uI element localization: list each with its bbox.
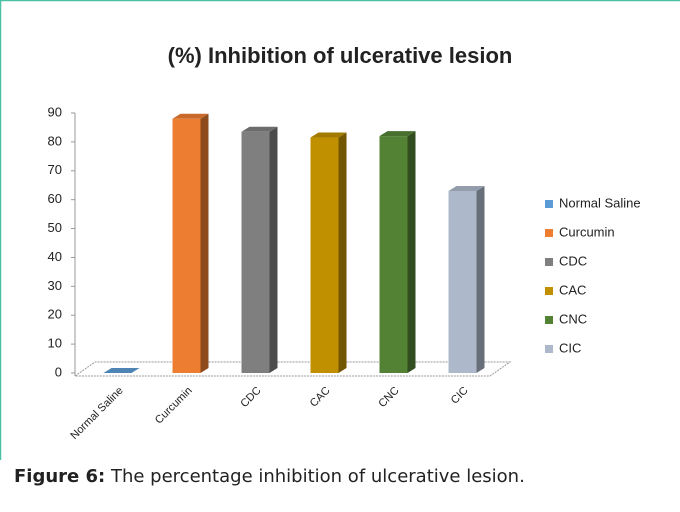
bar-face: [379, 131, 416, 137]
y-tick-label: 70: [48, 162, 62, 177]
bar: [448, 186, 485, 373]
y-tick-label: 10: [48, 336, 62, 351]
bar-face: [310, 132, 347, 138]
chart: (%) Inhibition of ulcerative lesion 0 10 2…: [0, 0, 680, 472]
y-tick-label: 80: [48, 133, 62, 148]
bar: [310, 132, 347, 373]
bar-face: [407, 131, 416, 373]
legend-label: Normal Saline: [559, 195, 641, 210]
bar: [379, 131, 416, 373]
bar: [172, 113, 209, 374]
legend-swatch: [545, 345, 553, 353]
bar-front: [241, 131, 270, 373]
bar-front: [310, 137, 339, 373]
y-tick-label: 30: [48, 278, 62, 293]
bar-face: [476, 186, 485, 373]
bar-front: [172, 118, 201, 374]
y-tick-label: 90: [48, 104, 62, 119]
legend-label: Curcumin: [559, 224, 615, 239]
legend-swatch: [545, 316, 553, 324]
bar-face: [103, 368, 140, 373]
bar: [103, 368, 140, 373]
floor: [73, 361, 512, 377]
bar-face: [200, 113, 209, 374]
chart-title: (%) Inhibition of ulcerative lesion: [168, 43, 513, 68]
bar: [241, 126, 278, 374]
y-tick-label: 0: [55, 364, 62, 379]
bar-face: [338, 132, 347, 373]
bar-face: [172, 113, 209, 119]
y-tick-label: 50: [48, 220, 62, 235]
legend-swatch: [545, 287, 553, 295]
legend-label: CDC: [559, 253, 587, 268]
bar-front: [448, 191, 477, 373]
bar-face: [241, 126, 278, 132]
y-tick-label: 60: [48, 191, 62, 206]
legend-swatch: [545, 229, 553, 237]
bar-face: [448, 186, 485, 191]
caption-text: The percentage inhibition of ulcerative …: [105, 466, 525, 487]
legend-label: CAC: [559, 282, 586, 297]
caption-label: Figure 6:: [14, 466, 106, 487]
bar-front: [379, 136, 408, 373]
legend-swatch: [545, 200, 553, 208]
bar-face: [269, 126, 278, 374]
legend-label: CNC: [559, 311, 587, 326]
y-tick-label: 20: [48, 307, 62, 322]
legend-label: CIC: [559, 340, 581, 355]
caption: Figure 6: The percentage inhibition of u…: [14, 466, 525, 487]
y-tick-label: 40: [48, 249, 62, 264]
legend-swatch: [545, 258, 553, 266]
